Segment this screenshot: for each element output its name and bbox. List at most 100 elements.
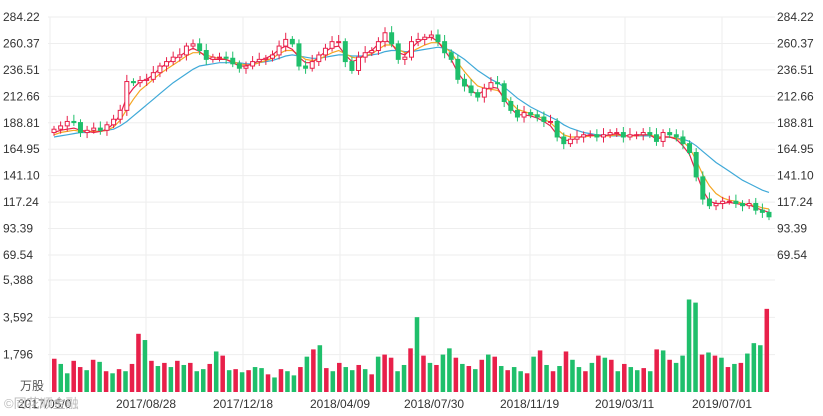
candlestick-series	[51, 26, 772, 221]
volume-bars	[52, 299, 770, 392]
volume-bar	[524, 373, 530, 392]
candle-body	[435, 34, 441, 43]
volume-bar	[421, 355, 426, 392]
candle-body	[144, 78, 150, 81]
candle-body	[653, 134, 659, 142]
candle-body	[766, 211, 772, 218]
volume-tick-label: 3,592	[3, 310, 33, 324]
candle-body	[183, 45, 189, 56]
axis-labels: 284.22 284.22 260.37 260.37 236.51 236.51 212.…	[3, 10, 814, 411]
candle-body	[687, 143, 693, 153]
volume-bar	[550, 371, 556, 392]
volume-bar	[511, 367, 517, 392]
price-tick-label-left: 284.22	[3, 10, 40, 24]
candle-body	[587, 134, 593, 137]
candle-body	[753, 202, 759, 211]
volume-bar	[311, 349, 316, 392]
date-tick-label: 2018/04/09	[310, 397, 370, 411]
price-tick-label-right: 260.37	[777, 36, 814, 50]
candle-body	[422, 36, 428, 40]
candle-body	[309, 61, 315, 69]
price-tick-label-left: 236.51	[3, 63, 40, 77]
volume-bar	[220, 355, 225, 392]
volume-bar	[71, 360, 76, 392]
volume-bar	[64, 373, 70, 392]
candle-body	[409, 41, 414, 58]
volume-bar	[686, 299, 692, 392]
volume-bar	[375, 356, 381, 392]
volume-bar	[103, 371, 109, 392]
volume-bar	[110, 373, 115, 392]
volume-tick-label: 5,388	[3, 273, 33, 287]
candle-body	[164, 61, 170, 67]
candle-body	[170, 56, 176, 63]
volume-bar	[226, 370, 232, 392]
candle-body	[594, 134, 600, 138]
volume-bar	[647, 371, 653, 392]
volume-bar	[259, 368, 264, 392]
candle-body	[726, 200, 732, 203]
volume-bar	[272, 377, 277, 392]
volume-bar	[149, 360, 154, 392]
volume-bar	[142, 340, 148, 392]
candle-body	[283, 38, 289, 47]
volume-bar	[362, 369, 368, 392]
volume-bar	[557, 366, 562, 392]
price-tick-label-right: 188.81	[777, 116, 814, 130]
volume-bar	[408, 348, 413, 392]
candle-body	[356, 56, 362, 71]
candle-body	[700, 176, 706, 200]
candle-body	[210, 56, 216, 60]
candle-body	[177, 54, 183, 58]
volume-bar	[136, 333, 141, 392]
candle-body	[150, 72, 156, 80]
candle-body	[746, 202, 752, 207]
candle-body	[303, 65, 309, 69]
candle-body	[91, 127, 97, 131]
candle-body	[634, 134, 640, 137]
candle-body	[667, 132, 673, 136]
candle-body	[647, 132, 653, 136]
candle-body	[316, 54, 322, 63]
ma-fast-line	[53, 36, 770, 213]
volume-bar	[181, 364, 187, 392]
volume-bar	[388, 357, 394, 392]
candle-body	[217, 56, 222, 59]
volume-bar	[434, 364, 439, 392]
volume-bar	[531, 356, 536, 392]
volume-bar	[583, 371, 588, 392]
candle-body	[521, 112, 527, 118]
volume-bar	[751, 343, 757, 392]
candle-body	[415, 38, 421, 43]
volume-bar	[725, 367, 731, 392]
price-tick-label-left: 93.39	[3, 222, 33, 236]
volume-bar	[518, 371, 523, 392]
candle-body	[104, 124, 110, 131]
candle-body	[534, 114, 540, 118]
candle-body	[230, 57, 236, 65]
candle-body	[620, 132, 626, 138]
volume-unit-label: 万股	[20, 379, 44, 393]
volume-bar	[330, 371, 336, 392]
volume-bar	[485, 354, 491, 392]
volume-bar	[460, 363, 465, 392]
volume-bar	[188, 362, 193, 392]
candle-body	[389, 32, 395, 45]
candle-body	[402, 56, 408, 60]
price-tick-label-left: 117.24	[3, 195, 39, 209]
volume-bar	[706, 352, 711, 392]
volume-bar	[317, 345, 323, 392]
volume-bar	[673, 362, 679, 392]
volume-bar	[492, 356, 498, 392]
candle-body	[640, 132, 646, 136]
candle-body	[428, 34, 434, 38]
candle-body	[117, 109, 123, 120]
candle-body	[157, 65, 163, 74]
candle-body	[548, 120, 554, 123]
candle-body	[382, 32, 388, 43]
candle-body	[269, 54, 275, 59]
volume-bar	[265, 374, 271, 392]
volume-bar	[252, 367, 258, 392]
candle-body	[693, 151, 699, 178]
candle-body	[329, 41, 335, 49]
